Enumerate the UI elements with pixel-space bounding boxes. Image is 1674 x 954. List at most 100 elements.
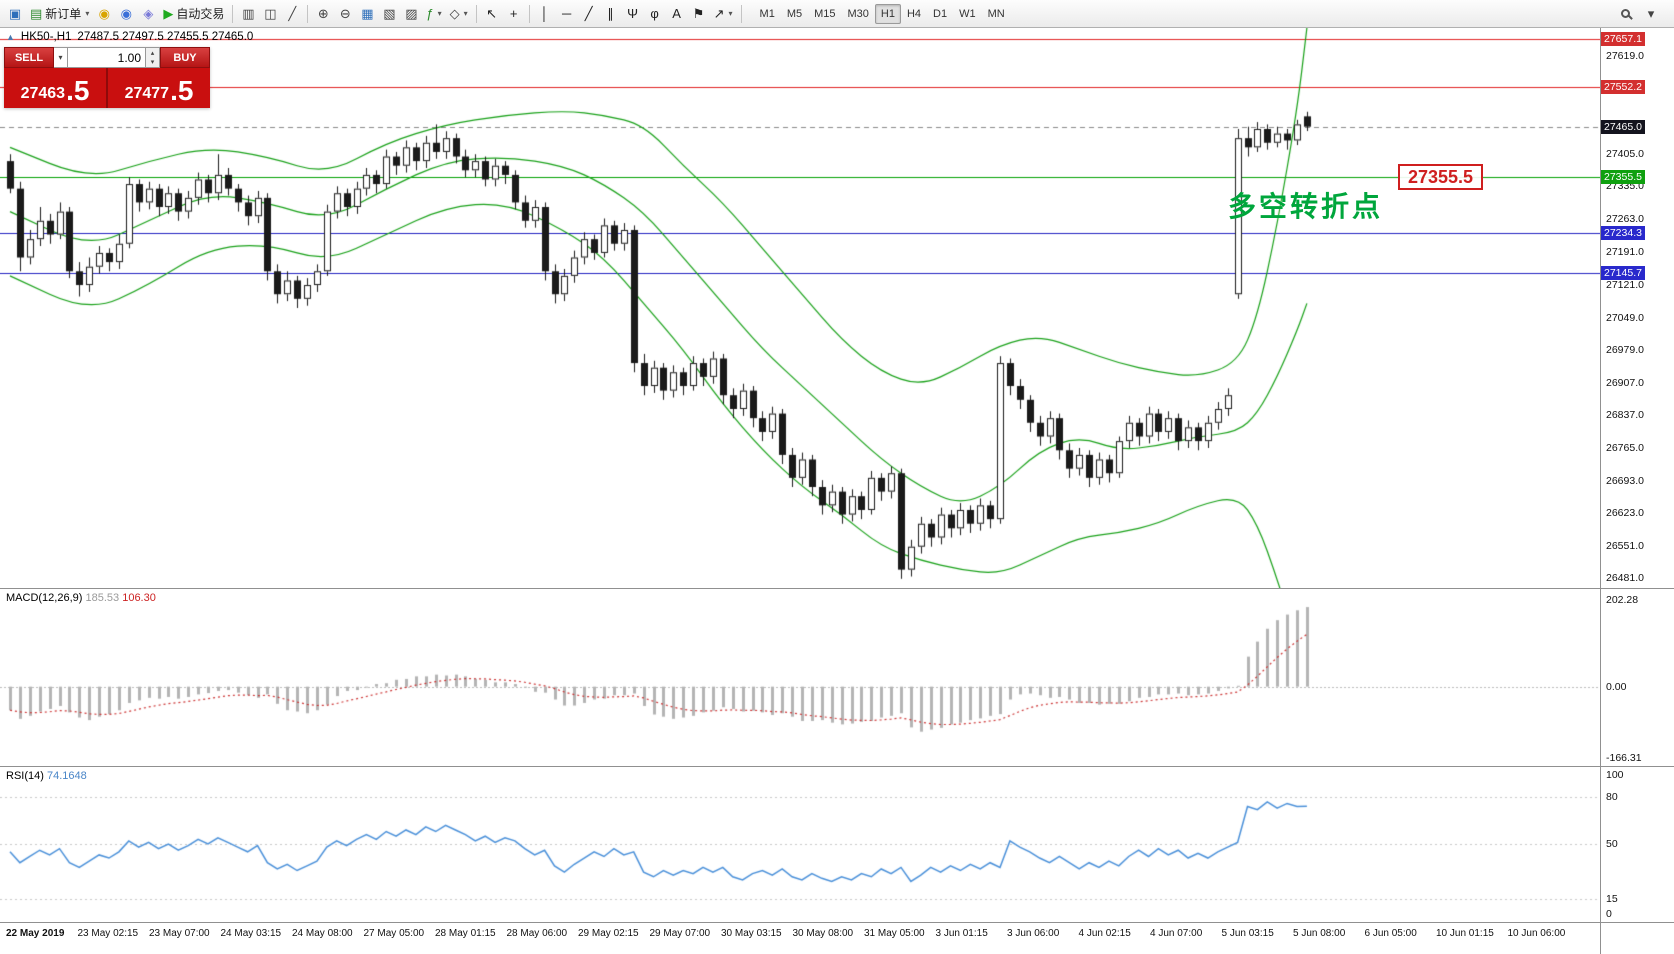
price-axis-label: 27121.0 — [1606, 278, 1644, 291]
chart-ohlc-values: 27487.5 27497.5 27455.5 27465.0 — [77, 31, 254, 43]
arrows-button[interactable]: ↗ ▾ — [710, 3, 737, 25]
new-order-button-dropdown-icon[interactable]: ▾ — [85, 9, 90, 18]
arrows-button-dropdown-icon[interactable]: ▾ — [728, 9, 733, 18]
terminal-icon-button[interactable]: ▣ — [4, 3, 26, 25]
time-axis-label: 5 Jun 08:00 — [1293, 928, 1346, 939]
rsi-name: RSI(14) — [6, 770, 44, 782]
turning-point-annotation[interactable]: 多空转折点 — [1228, 191, 1384, 222]
bar-chart-button[interactable]: ▥ — [237, 3, 259, 25]
chart-title: ▲ HK50-,H1 27487.5 27497.5 27455.5 27465… — [6, 31, 253, 43]
price-axis-label: 26765.0 — [1606, 442, 1644, 454]
auto-scroll-button[interactable]: ▧ — [378, 3, 400, 25]
price-axis-label: 27405.0 — [1606, 148, 1644, 161]
buy-button[interactable]: BUY — [160, 47, 210, 68]
new-order-button-label: 新订单 — [45, 7, 82, 21]
indicators-button[interactable]: ƒ ▾ — [422, 3, 445, 25]
label-button[interactable]: ⚑ — [688, 3, 710, 25]
time-axis-label: 31 May 05:00 — [864, 928, 925, 939]
timeframe-d1[interactable]: D1 — [933, 7, 948, 20]
timeframe-h1[interactable]: H1 — [874, 3, 901, 24]
mql-community-button[interactable]: ◉ — [93, 3, 115, 25]
fibonacci-button[interactable]: φ — [644, 3, 666, 25]
channel-button[interactable]: ∥ — [600, 3, 622, 25]
macd-panel-separator[interactable] — [0, 588, 1674, 589]
sell-price-display[interactable]: 27463.5 — [4, 68, 106, 108]
sell-price-frac: .5 — [66, 75, 90, 107]
timeframe-m15[interactable]: M15 — [814, 7, 836, 20]
timeframe-m30[interactable]: M30 — [847, 7, 869, 20]
time-axis-label: 10 Jun 01:15 — [1436, 928, 1494, 939]
vertical-line-button[interactable]: │ — [534, 3, 556, 25]
trendline-button[interactable]: ╱ — [578, 3, 600, 25]
rsi-panel-canvas[interactable] — [0, 766, 1600, 922]
price-level-callout[interactable]: 27355.5 — [1398, 164, 1484, 190]
time-axis-label: 3 Jun 01:15 — [935, 928, 988, 939]
cursor-button[interactable]: ↖ — [481, 3, 503, 25]
price-axis-label: 26979.0 — [1606, 343, 1644, 356]
chart-symbol-period: HK50-,H1 — [20, 31, 72, 43]
price-axis-label: 27191.0 — [1606, 246, 1644, 259]
pitchfork-button[interactable]: Ψ — [622, 3, 644, 25]
sell-price-main: 27463 — [20, 85, 66, 103]
volume-down-icon[interactable]: ▾ — [146, 57, 159, 67]
horizontal-line-button[interactable]: ─ — [556, 3, 578, 25]
zoom-in-button[interactable]: ⊕ — [312, 3, 334, 25]
indicators-button-dropdown-icon[interactable]: ▾ — [437, 9, 442, 18]
price-axis-label: 26481.0 — [1606, 572, 1644, 585]
time-axis-label: 29 May 02:15 — [578, 928, 639, 939]
timeframe-w1[interactable]: W1 — [959, 7, 976, 20]
tile-windows-icon: ▦ — [361, 6, 374, 21]
zoom-in-icon: ⊕ — [317, 6, 329, 21]
trendline-icon: ╱ — [584, 6, 593, 21]
time-axis-label: 28 May 01:15 — [435, 928, 496, 939]
price-axis-label: 27619.0 — [1606, 50, 1644, 62]
rsi-value: 74.1648 — [46, 770, 87, 782]
rsi-axis-label: 80 — [1606, 791, 1618, 804]
auto-trading-button[interactable]: ▶ 自动交易 — [159, 3, 228, 25]
search-button[interactable] — [1614, 3, 1636, 25]
chart-shift-button[interactable]: ▨ — [400, 3, 422, 25]
price-axis-label: 26551.0 — [1606, 540, 1644, 553]
price-axis-label: 26907.0 — [1606, 376, 1644, 389]
volume-dropdown-icon[interactable]: ▾ — [54, 47, 68, 68]
candlestick-icon: ◫ — [264, 6, 277, 21]
macd-axis-label: 0.00 — [1606, 680, 1627, 693]
news-button[interactable]: ◈ — [137, 3, 159, 25]
objects-list-button[interactable]: ◇ ▾ — [446, 3, 472, 25]
tile-windows-button[interactable]: ▦ — [356, 3, 378, 25]
timeframe-m5[interactable]: M5 — [786, 7, 803, 20]
chart-shift-icon: ▨ — [405, 6, 418, 21]
timeframe-h4[interactable]: H4 — [906, 7, 922, 20]
candlestick-chart-button[interactable]: ◫ — [259, 3, 281, 25]
volume-input[interactable] — [68, 47, 146, 68]
price-axis-label: 26693.0 — [1606, 475, 1644, 488]
volume-up-icon[interactable]: ▴ — [146, 48, 159, 58]
timeframe-mn[interactable]: MN — [987, 7, 1005, 20]
macd-panel-canvas[interactable] — [0, 588, 1600, 766]
one-click-trading-panel: SELL ▾ ▴ ▾ BUY 27463.5 27477.5 — [4, 47, 210, 108]
time-axis-label: 23 May 07:00 — [149, 928, 210, 939]
timeframe-m1[interactable]: M1 — [759, 7, 775, 20]
time-axis[interactable]: 22 May 2019 23 May 02:15 23 May 07:00 24 Ma… — [0, 922, 1600, 954]
text-button[interactable]: A — [666, 3, 688, 25]
new-order-button[interactable]: ▤ 新订单 ▾ — [26, 3, 93, 25]
axis-border — [1600, 28, 1601, 954]
price-axis-label: 26623.0 — [1606, 507, 1644, 520]
toolbar-options-button[interactable]: ▾ — [1640, 3, 1662, 25]
time-axis-label: 4 Jun 07:00 — [1150, 928, 1203, 939]
rsi-label: RSI(14) 74.1648 — [6, 770, 87, 782]
price-axis[interactable]: 27619.0 27405.0 27335.0 27263.0 27191.0 27121… — [1600, 28, 1674, 922]
time-axis-label: 30 May 08:00 — [792, 928, 854, 939]
flag-icon: ⚑ — [692, 6, 705, 21]
crosshair-button[interactable]: + — [503, 3, 525, 25]
price-chart-canvas[interactable] — [0, 28, 1600, 588]
buy-price-display[interactable]: 27477.5 — [108, 68, 210, 108]
time-axis-label: 5 Jun 03:15 — [1221, 928, 1274, 939]
rsi-panel-separator[interactable] — [0, 766, 1674, 767]
sell-button[interactable]: SELL — [4, 47, 54, 68]
profile-button[interactable]: ◉ — [115, 3, 137, 25]
objects-list-button-dropdown-icon[interactable]: ▾ — [463, 9, 468, 18]
zoom-out-button[interactable]: ⊖ — [334, 3, 356, 25]
line-chart-button[interactable]: ╱ — [281, 3, 303, 25]
news-icon: ◈ — [143, 6, 154, 21]
